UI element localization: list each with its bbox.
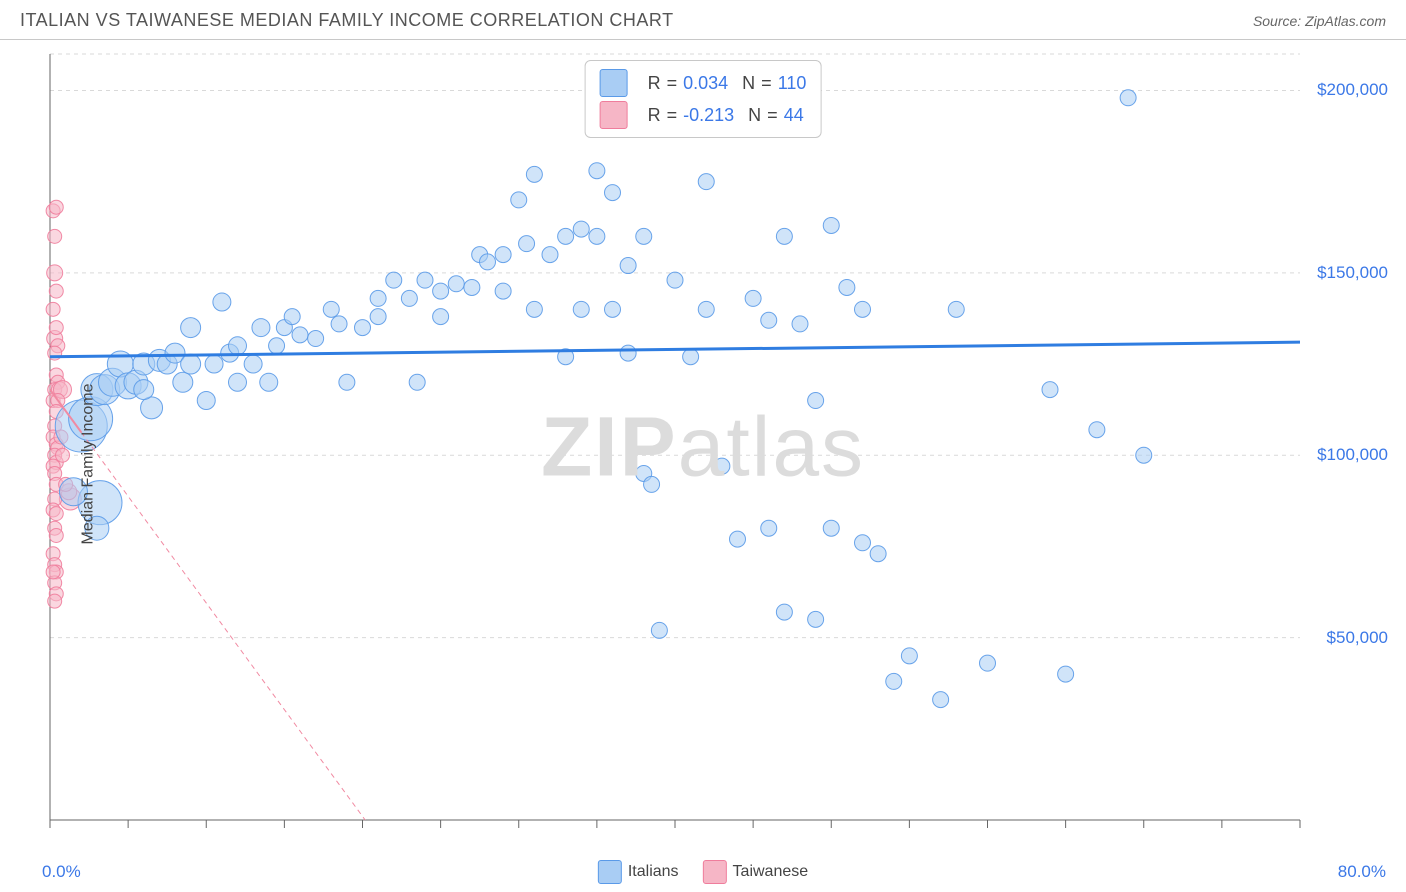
swatch-taiwanese-icon: [600, 101, 628, 129]
y-tick-label: $200,000: [1317, 80, 1388, 100]
x-max-label: 80.0%: [1338, 862, 1386, 882]
legend-item-taiwanese: Taiwanese: [703, 860, 809, 884]
series-legend: Italians Taiwanese: [598, 860, 808, 884]
scatter-plot: [0, 40, 1406, 850]
chart-title: ITALIAN VS TAIWANESE MEDIAN FAMILY INCOM…: [20, 10, 674, 31]
stats-row-taiwanese: R=-0.213 N=44: [600, 99, 807, 131]
legend-label-taiwanese: Taiwanese: [733, 863, 809, 881]
stats-row-italians: R=0.034 N=110: [600, 67, 807, 99]
r-value-italians: 0.034: [683, 73, 728, 94]
x-min-label: 0.0%: [42, 862, 81, 882]
y-tick-label: $50,000: [1327, 628, 1388, 648]
swatch-italians-icon: [598, 860, 622, 884]
chart-header: ITALIAN VS TAIWANESE MEDIAN FAMILY INCOM…: [0, 0, 1406, 40]
swatch-taiwanese-icon: [703, 860, 727, 884]
y-axis-label: Median Family Income: [79, 384, 97, 545]
n-value-taiwanese: 44: [784, 105, 804, 126]
correlation-stats-box: R=0.034 N=110 R=-0.213 N=44: [585, 60, 822, 138]
swatch-italians-icon: [600, 69, 628, 97]
legend-label-italians: Italians: [628, 863, 679, 881]
legend-item-italians: Italians: [598, 860, 679, 884]
chart-source: Source: ZipAtlas.com: [1253, 13, 1386, 29]
chart-area: Median Family Income $50,000 $100,000 $150…: [0, 40, 1406, 888]
n-value-italians: 110: [778, 73, 807, 94]
y-tick-label: $150,000: [1317, 263, 1388, 283]
y-tick-label: $100,000: [1317, 445, 1388, 465]
r-value-taiwanese: -0.213: [683, 105, 734, 126]
